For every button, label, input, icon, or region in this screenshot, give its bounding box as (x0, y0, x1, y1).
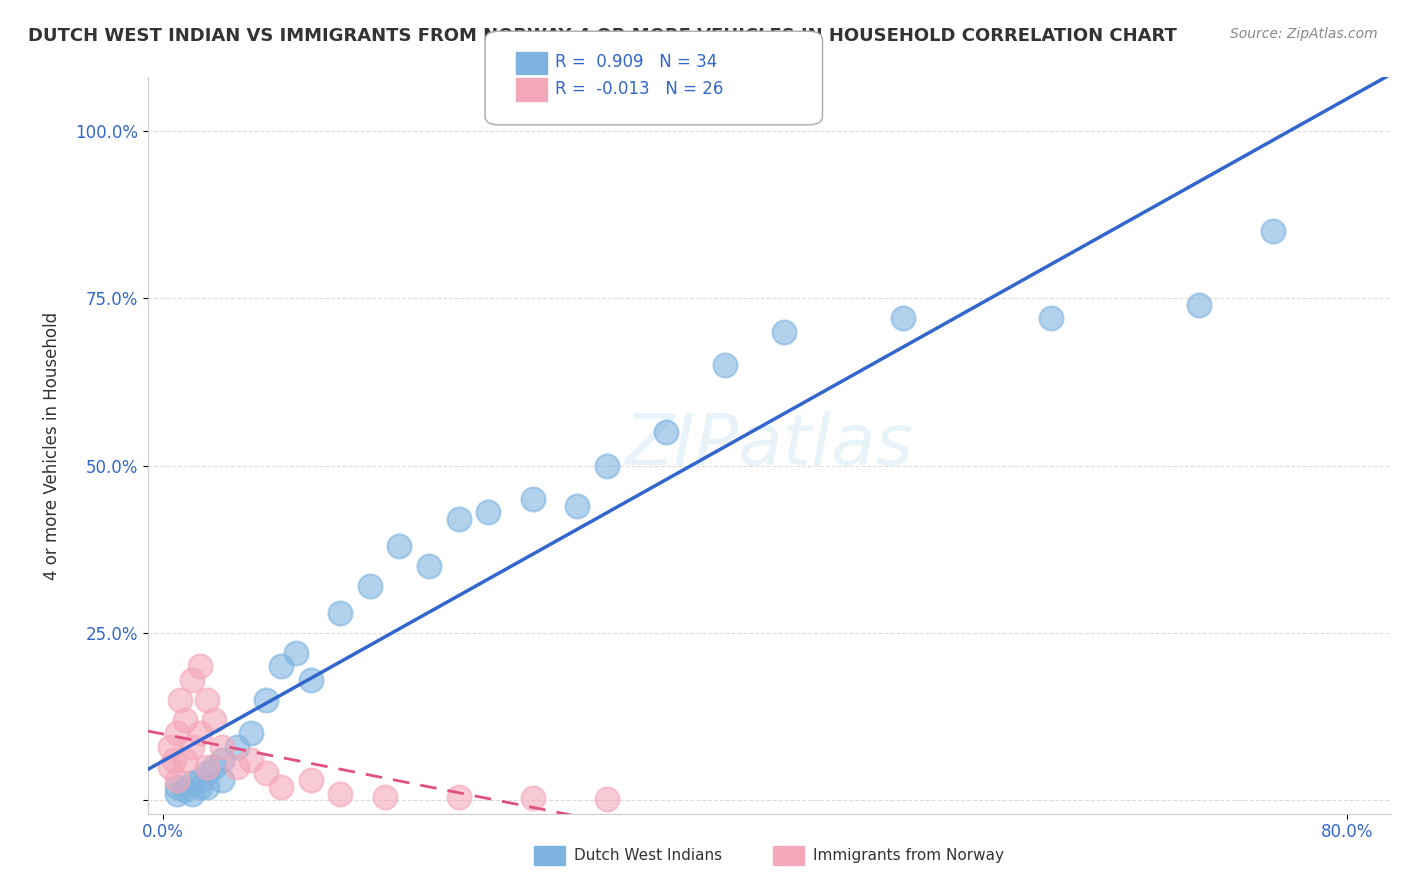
Point (173, 713, 195, 727)
Point (714, 358, 737, 372)
Point (270, 659, 292, 673)
Text: ZIPatlas: ZIPatlas (624, 411, 914, 480)
Point (188, 780, 211, 794)
Point (181, 776, 204, 790)
Y-axis label: 4 or more Vehicles in Household: 4 or more Vehicles in Household (44, 311, 60, 580)
Point (299, 673, 322, 687)
Point (195, 693, 218, 707)
Point (173, 753, 195, 767)
Point (522, 791, 544, 805)
Point (418, 559, 440, 574)
Point (447, 512, 470, 526)
Text: DUTCH WEST INDIAN VS IMMIGRANTS FROM NORWAY 4 OR MORE VEHICLES IN HOUSEHOLD CORR: DUTCH WEST INDIAN VS IMMIGRANTS FROM NOR… (28, 27, 1177, 45)
Point (655, 425, 678, 439)
Point (195, 766, 218, 780)
Point (181, 673, 204, 687)
Point (299, 773, 322, 788)
Point (166, 780, 188, 794)
Point (240, 726, 263, 740)
Point (166, 787, 188, 801)
Point (329, 606, 352, 620)
Point (166, 726, 188, 740)
Point (254, 693, 277, 707)
Text: Dutch West Indians: Dutch West Indians (574, 848, 721, 863)
Point (388, 539, 411, 553)
Text: R =  0.909   N = 34: R = 0.909 N = 34 (555, 54, 717, 71)
Point (188, 659, 211, 673)
Point (211, 739, 233, 754)
Text: Immigrants from Norway: Immigrants from Norway (813, 848, 1004, 863)
Point (195, 780, 218, 794)
Point (359, 579, 381, 593)
Point (225, 739, 247, 754)
Point (522, 491, 544, 506)
Point (374, 789, 396, 804)
Point (254, 766, 277, 780)
Point (166, 773, 188, 788)
Point (181, 739, 204, 754)
Point (595, 458, 617, 473)
Point (1187, 298, 1209, 312)
Point (225, 760, 247, 774)
Point (565, 499, 588, 513)
Point (891, 311, 914, 326)
Point (159, 760, 181, 774)
Point (202, 760, 225, 774)
Point (270, 780, 292, 794)
Point (188, 773, 211, 788)
Point (163, 753, 186, 767)
Text: R =  -0.013   N = 26: R = -0.013 N = 26 (555, 80, 724, 98)
Point (195, 760, 218, 774)
Point (284, 646, 307, 660)
Point (1261, 224, 1284, 238)
Point (169, 693, 191, 707)
Point (159, 739, 181, 754)
Point (240, 753, 263, 767)
Point (173, 783, 195, 797)
Point (211, 773, 233, 788)
Point (447, 789, 470, 804)
Point (211, 753, 233, 767)
Point (181, 787, 204, 801)
Point (329, 787, 352, 801)
Text: Source: ZipAtlas.com: Source: ZipAtlas.com (1230, 27, 1378, 41)
Point (1039, 311, 1062, 326)
Point (202, 713, 225, 727)
Point (773, 325, 796, 339)
Point (477, 505, 499, 519)
Point (595, 792, 617, 806)
Point (188, 726, 211, 740)
